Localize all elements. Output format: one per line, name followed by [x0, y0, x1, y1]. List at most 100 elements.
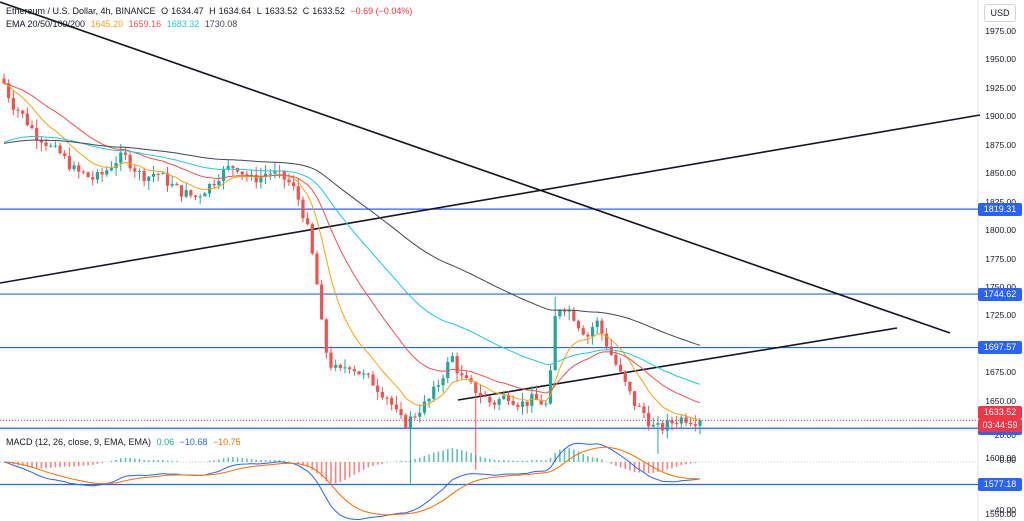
candle — [53, 145, 57, 147]
candle — [633, 391, 637, 406]
price-tick: 1650.00 — [985, 395, 1016, 406]
price-tick: 1950.00 — [985, 54, 1016, 65]
candle — [310, 224, 314, 254]
price-tick: 1725.00 — [985, 310, 1016, 321]
candle — [30, 125, 34, 129]
candle — [324, 319, 328, 353]
candle — [21, 110, 25, 114]
candle — [217, 181, 221, 186]
macd-legend[interactable]: MACD (12, 26, close, 9, EMA, EMA) 0.06 −… — [6, 437, 244, 447]
candle — [147, 176, 151, 181]
candle — [548, 370, 553, 404]
candle — [352, 369, 356, 372]
candle — [418, 412, 422, 417]
macd-tick: −40.00 — [989, 505, 1016, 515]
candle — [296, 186, 300, 200]
candle — [562, 310, 567, 312]
candle — [609, 346, 613, 355]
candle — [67, 155, 71, 170]
ema-value-100: 1683.32 — [166, 19, 200, 29]
candle — [502, 395, 506, 400]
candle — [628, 381, 632, 392]
candle — [581, 328, 585, 335]
candle — [105, 170, 109, 175]
candle — [198, 196, 202, 198]
candle — [226, 165, 230, 169]
candle — [371, 374, 375, 386]
candle — [637, 405, 641, 407]
candle — [544, 403, 548, 405]
level-price-label: 1697.57 — [978, 341, 1022, 355]
ascending-trendline-upper — [0, 114, 981, 284]
candle — [497, 399, 501, 405]
ema-value-50: 1659.16 — [128, 19, 162, 29]
candle — [231, 165, 235, 169]
candle — [273, 170, 277, 174]
candle — [165, 173, 170, 186]
candle — [665, 420, 669, 431]
candle — [16, 109, 20, 111]
ascending-trendline-lower — [457, 327, 898, 401]
candle — [179, 185, 184, 197]
candle — [385, 397, 389, 399]
candle — [72, 165, 76, 170]
candle — [488, 396, 492, 403]
price-tick: 1900.00 — [985, 111, 1016, 122]
candle — [320, 284, 324, 320]
symbol-header: Ethereum / U.S. Dollar, 4h, BINANCE O 163… — [6, 6, 415, 16]
low-label: L — [256, 6, 262, 16]
candle — [614, 354, 618, 365]
candle — [49, 145, 53, 147]
candle — [123, 152, 128, 155]
candle — [44, 142, 48, 146]
macd-hist-value: 0.06 — [156, 437, 175, 447]
candle — [595, 320, 599, 328]
candle — [506, 395, 511, 401]
candle — [254, 174, 258, 183]
price-tick: 1825.00 — [985, 196, 1016, 207]
candle — [567, 310, 571, 312]
open-label: O — [161, 6, 169, 16]
low-value: 1633.52 — [264, 6, 298, 16]
candle — [427, 398, 431, 402]
candle — [170, 183, 174, 186]
candle — [408, 416, 412, 428]
candle — [338, 365, 342, 368]
candle — [301, 199, 305, 219]
candle — [460, 373, 464, 376]
ema-legend[interactable]: EMA 20/50/100/200 1645.20 1659.16 1683.3… — [6, 19, 240, 29]
candle — [618, 364, 623, 372]
macd-line-value: −10.68 — [179, 437, 208, 447]
candle — [525, 401, 529, 406]
candle — [263, 173, 268, 176]
candle — [366, 373, 370, 375]
candle — [432, 386, 436, 399]
currency-button[interactable]: USD — [984, 4, 1016, 22]
candle — [483, 395, 487, 397]
candle — [329, 352, 333, 368]
candle — [25, 113, 29, 126]
candle — [520, 401, 525, 407]
candle — [576, 320, 581, 329]
change-value: −0.69 (−0.04%) — [350, 6, 413, 16]
candle — [184, 190, 188, 197]
price-tick: 1750.00 — [985, 281, 1016, 292]
candle — [100, 172, 104, 175]
candle — [534, 393, 539, 400]
candle — [376, 385, 380, 392]
candle — [357, 371, 361, 375]
candle — [114, 163, 118, 169]
candle — [142, 170, 146, 181]
open-value: 1634.47 — [171, 6, 204, 16]
candle — [11, 98, 15, 110]
candle — [137, 170, 142, 172]
macd-line — [3, 442, 701, 521]
candle — [334, 365, 338, 368]
candle — [516, 404, 520, 407]
ema-200-line — [3, 139, 701, 346]
candle — [600, 320, 604, 334]
candle — [292, 182, 296, 187]
candle — [464, 375, 469, 379]
high-label: H — [209, 6, 216, 16]
